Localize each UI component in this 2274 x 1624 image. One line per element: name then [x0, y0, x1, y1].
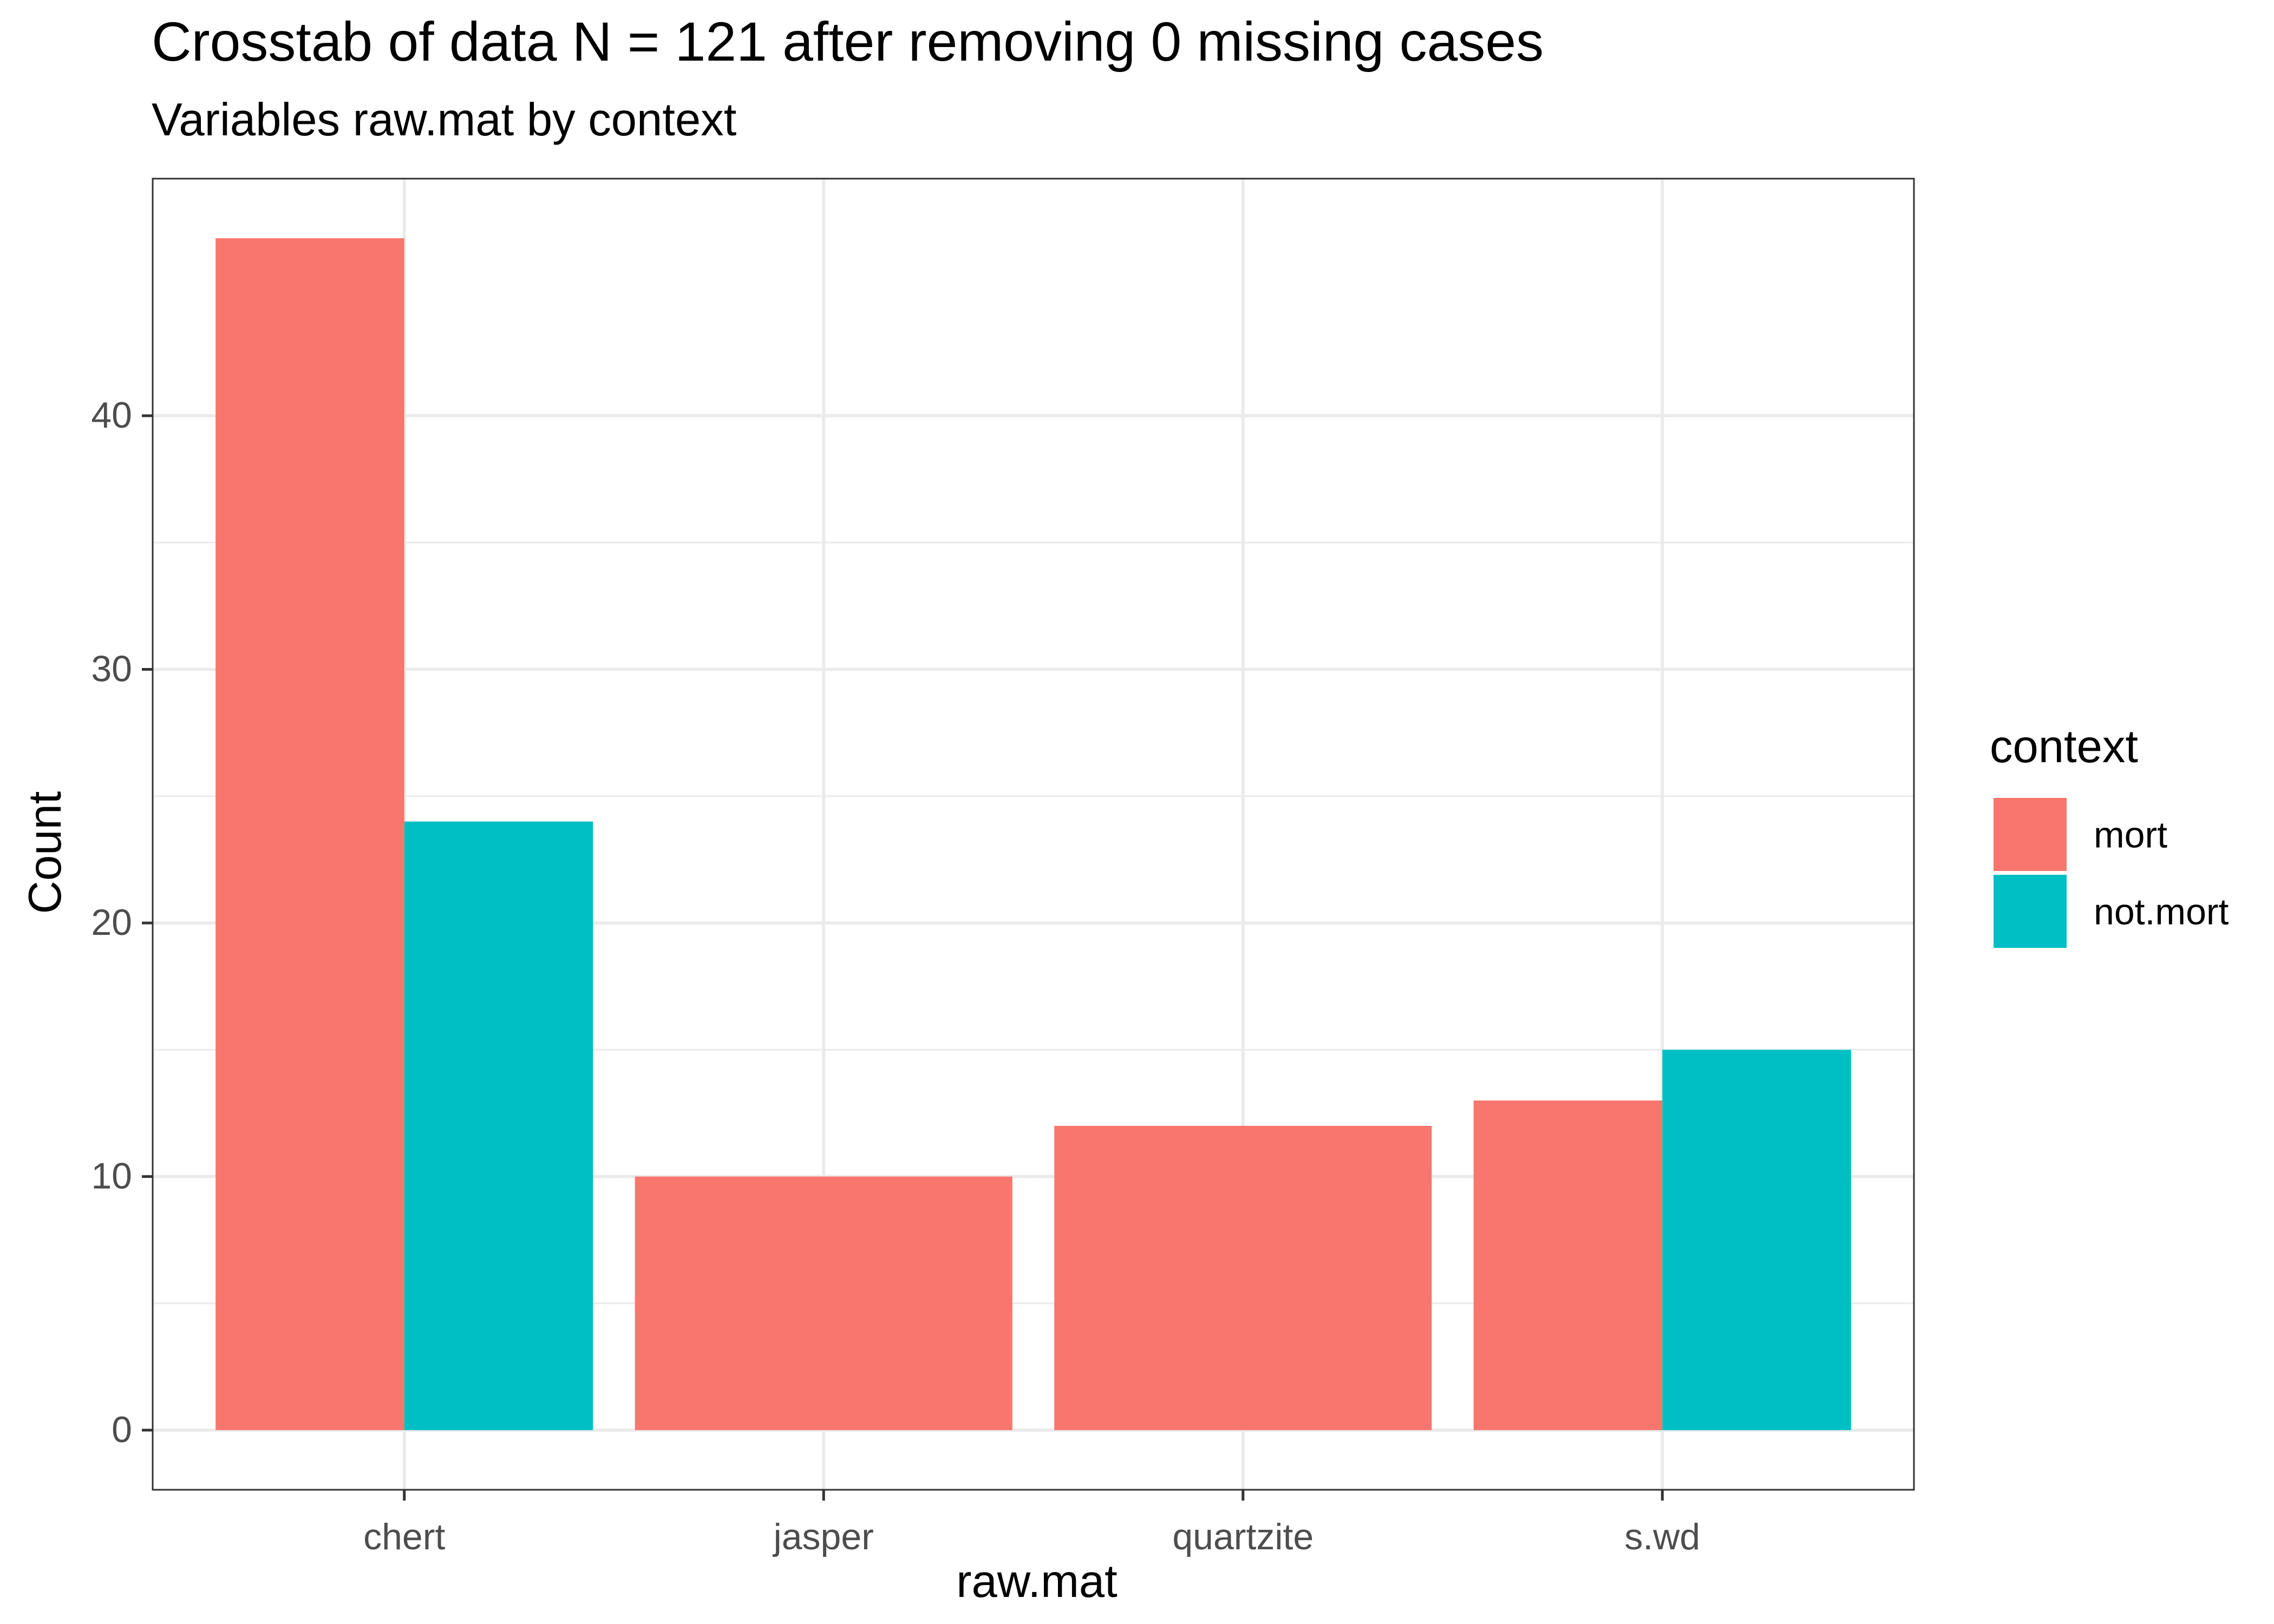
y-tick-label: 10 [91, 1155, 132, 1196]
panel-border [152, 178, 1915, 1491]
plot-panel [152, 178, 1915, 1491]
bar-jasper-mort [635, 1176, 1012, 1430]
legend-label-mort: mort [2094, 815, 2167, 856]
bar-quartzite-mort [1054, 1125, 1432, 1430]
y-tick-label: 30 [91, 648, 132, 689]
y-tick-label: 40 [91, 395, 132, 436]
bar-chert-mort [215, 238, 404, 1430]
x-tick-label: quartzite [1172, 1516, 1314, 1557]
legend-key-mort [1994, 798, 2067, 871]
x-tick-label: s.wd [1624, 1516, 1700, 1557]
legend-label-not.mort: not.mort [2094, 892, 2229, 933]
chart-title: Crosstab of data N = 121 after removing … [152, 11, 1544, 73]
x-tick-label: jasper [773, 1516, 874, 1557]
bar-s.wd-not.mort [1662, 1050, 1851, 1430]
bar-chert-not.mort [404, 821, 593, 1430]
legend: context mort not.mort [1990, 721, 2229, 948]
chart-subtitle: Variables raw.mat by context [152, 94, 736, 146]
x-axis: chert jasper quartzite s.wd [363, 1490, 1700, 1557]
y-tick-label: 20 [91, 902, 132, 943]
legend-key-not.mort [1994, 875, 2067, 948]
legend-title: context [1990, 721, 2138, 772]
y-axis-title: Count [19, 791, 71, 914]
bar-s.wd-mort [1473, 1100, 1663, 1430]
y-tick-label: 0 [112, 1409, 132, 1450]
legend-items: mort not.mort [1994, 798, 2229, 948]
x-tick-label: chert [363, 1516, 445, 1557]
x-axis-title: raw.mat [956, 1556, 1118, 1607]
y-axis: 0 10 20 30 40 [91, 395, 153, 1450]
